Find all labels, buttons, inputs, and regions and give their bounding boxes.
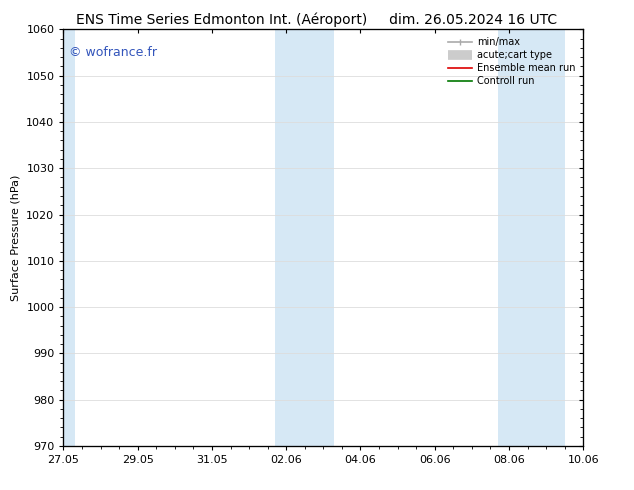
Bar [275,29,335,446]
Bar [60,29,75,446]
Y-axis label: Surface Pressure (hPa): Surface Pressure (hPa) [11,174,21,301]
Text: ENS Time Series Edmonton Int. (Aéroport)     dim. 26.05.2024 16 UTC: ENS Time Series Edmonton Int. (Aéroport)… [77,12,557,27]
Legend: min/max, acute;cart type, Ensemble mean run, Controll run: min/max, acute;cart type, Ensemble mean … [445,34,578,89]
Text: © wofrance.fr: © wofrance.fr [68,46,157,59]
Bar [498,29,565,446]
